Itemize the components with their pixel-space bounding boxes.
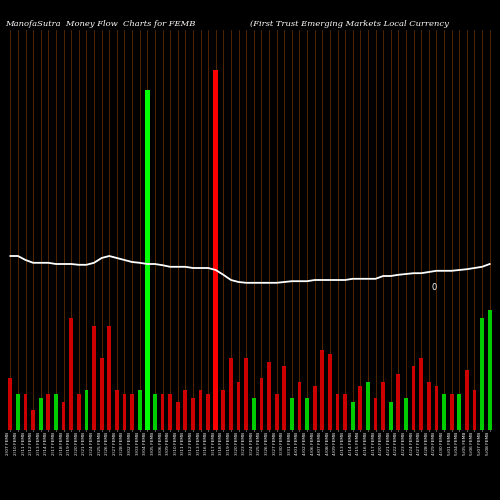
Bar xyxy=(290,398,294,430)
Bar xyxy=(450,394,454,430)
Bar xyxy=(115,390,119,430)
Bar xyxy=(328,354,332,430)
Bar xyxy=(313,386,316,430)
Bar xyxy=(24,394,28,430)
Bar xyxy=(336,394,340,430)
Bar xyxy=(351,402,354,430)
Bar xyxy=(46,394,50,430)
Bar xyxy=(320,350,324,430)
Bar xyxy=(160,394,164,430)
Bar xyxy=(358,386,362,430)
Bar xyxy=(427,382,430,430)
Bar xyxy=(252,398,256,430)
Bar xyxy=(130,394,134,430)
Bar xyxy=(366,382,370,430)
Bar xyxy=(222,390,226,430)
Bar xyxy=(214,70,218,430)
Bar xyxy=(92,326,96,430)
Bar xyxy=(343,394,347,430)
Bar xyxy=(168,394,172,430)
Bar xyxy=(374,398,378,430)
Bar xyxy=(298,382,302,430)
Bar xyxy=(236,382,240,430)
Bar xyxy=(184,390,187,430)
Bar xyxy=(488,310,492,430)
Bar xyxy=(442,394,446,430)
Bar xyxy=(138,390,141,430)
Bar xyxy=(267,362,271,430)
Bar xyxy=(31,410,35,430)
Bar xyxy=(39,398,42,430)
Bar xyxy=(100,358,103,430)
Bar xyxy=(480,318,484,430)
Bar xyxy=(381,382,385,430)
Bar xyxy=(458,394,461,430)
Bar xyxy=(244,358,248,430)
Bar xyxy=(108,326,111,430)
Text: (First Trust Emerging Markets Local Currency: (First Trust Emerging Markets Local Curr… xyxy=(250,20,449,28)
Bar xyxy=(77,394,80,430)
Bar xyxy=(191,398,195,430)
Bar xyxy=(62,402,66,430)
Bar xyxy=(16,394,20,430)
Bar xyxy=(305,398,309,430)
Bar xyxy=(465,370,468,430)
Bar xyxy=(8,378,12,430)
Bar xyxy=(145,90,150,430)
Bar xyxy=(434,386,438,430)
Bar xyxy=(396,374,400,430)
Bar xyxy=(282,366,286,430)
Bar xyxy=(54,394,58,430)
Bar xyxy=(176,402,180,430)
Bar xyxy=(70,318,73,430)
Bar xyxy=(472,390,476,430)
Bar xyxy=(274,394,278,430)
Bar xyxy=(206,394,210,430)
Bar xyxy=(389,402,392,430)
Bar xyxy=(404,398,408,430)
Bar xyxy=(122,394,126,430)
Bar xyxy=(198,390,202,430)
Bar xyxy=(153,394,157,430)
Text: ManofaSutra  Money Flow  Charts for FEMB: ManofaSutra Money Flow Charts for FEMB xyxy=(5,20,196,28)
Bar xyxy=(229,358,233,430)
Bar xyxy=(420,358,423,430)
Bar xyxy=(412,366,416,430)
Bar xyxy=(260,378,264,430)
Bar xyxy=(84,390,88,430)
Text: 0: 0 xyxy=(432,284,436,292)
